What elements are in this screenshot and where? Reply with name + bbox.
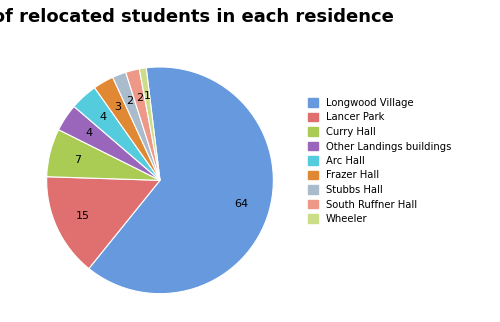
Wedge shape xyxy=(94,77,160,180)
Text: 15: 15 xyxy=(76,211,90,221)
Text: 7: 7 xyxy=(74,155,81,165)
Wedge shape xyxy=(89,67,274,294)
Wedge shape xyxy=(74,88,160,180)
Text: 64: 64 xyxy=(234,199,249,209)
Text: 2: 2 xyxy=(126,96,133,106)
Text: Number of relocated students in each residence: Number of relocated students in each res… xyxy=(0,8,394,26)
Legend: Longwood Village, Lancer Park, Curry Hall, Other Landings buildings, Arc Hall, F: Longwood Village, Lancer Park, Curry Hal… xyxy=(305,95,454,227)
Text: 1: 1 xyxy=(144,91,150,101)
Wedge shape xyxy=(112,72,160,180)
Wedge shape xyxy=(58,107,160,180)
Text: 4: 4 xyxy=(99,112,106,122)
Wedge shape xyxy=(46,130,160,180)
Wedge shape xyxy=(140,68,160,180)
Text: 2: 2 xyxy=(136,93,143,103)
Text: 3: 3 xyxy=(114,102,121,112)
Wedge shape xyxy=(126,69,160,180)
Text: 4: 4 xyxy=(86,128,92,138)
Wedge shape xyxy=(46,177,160,269)
